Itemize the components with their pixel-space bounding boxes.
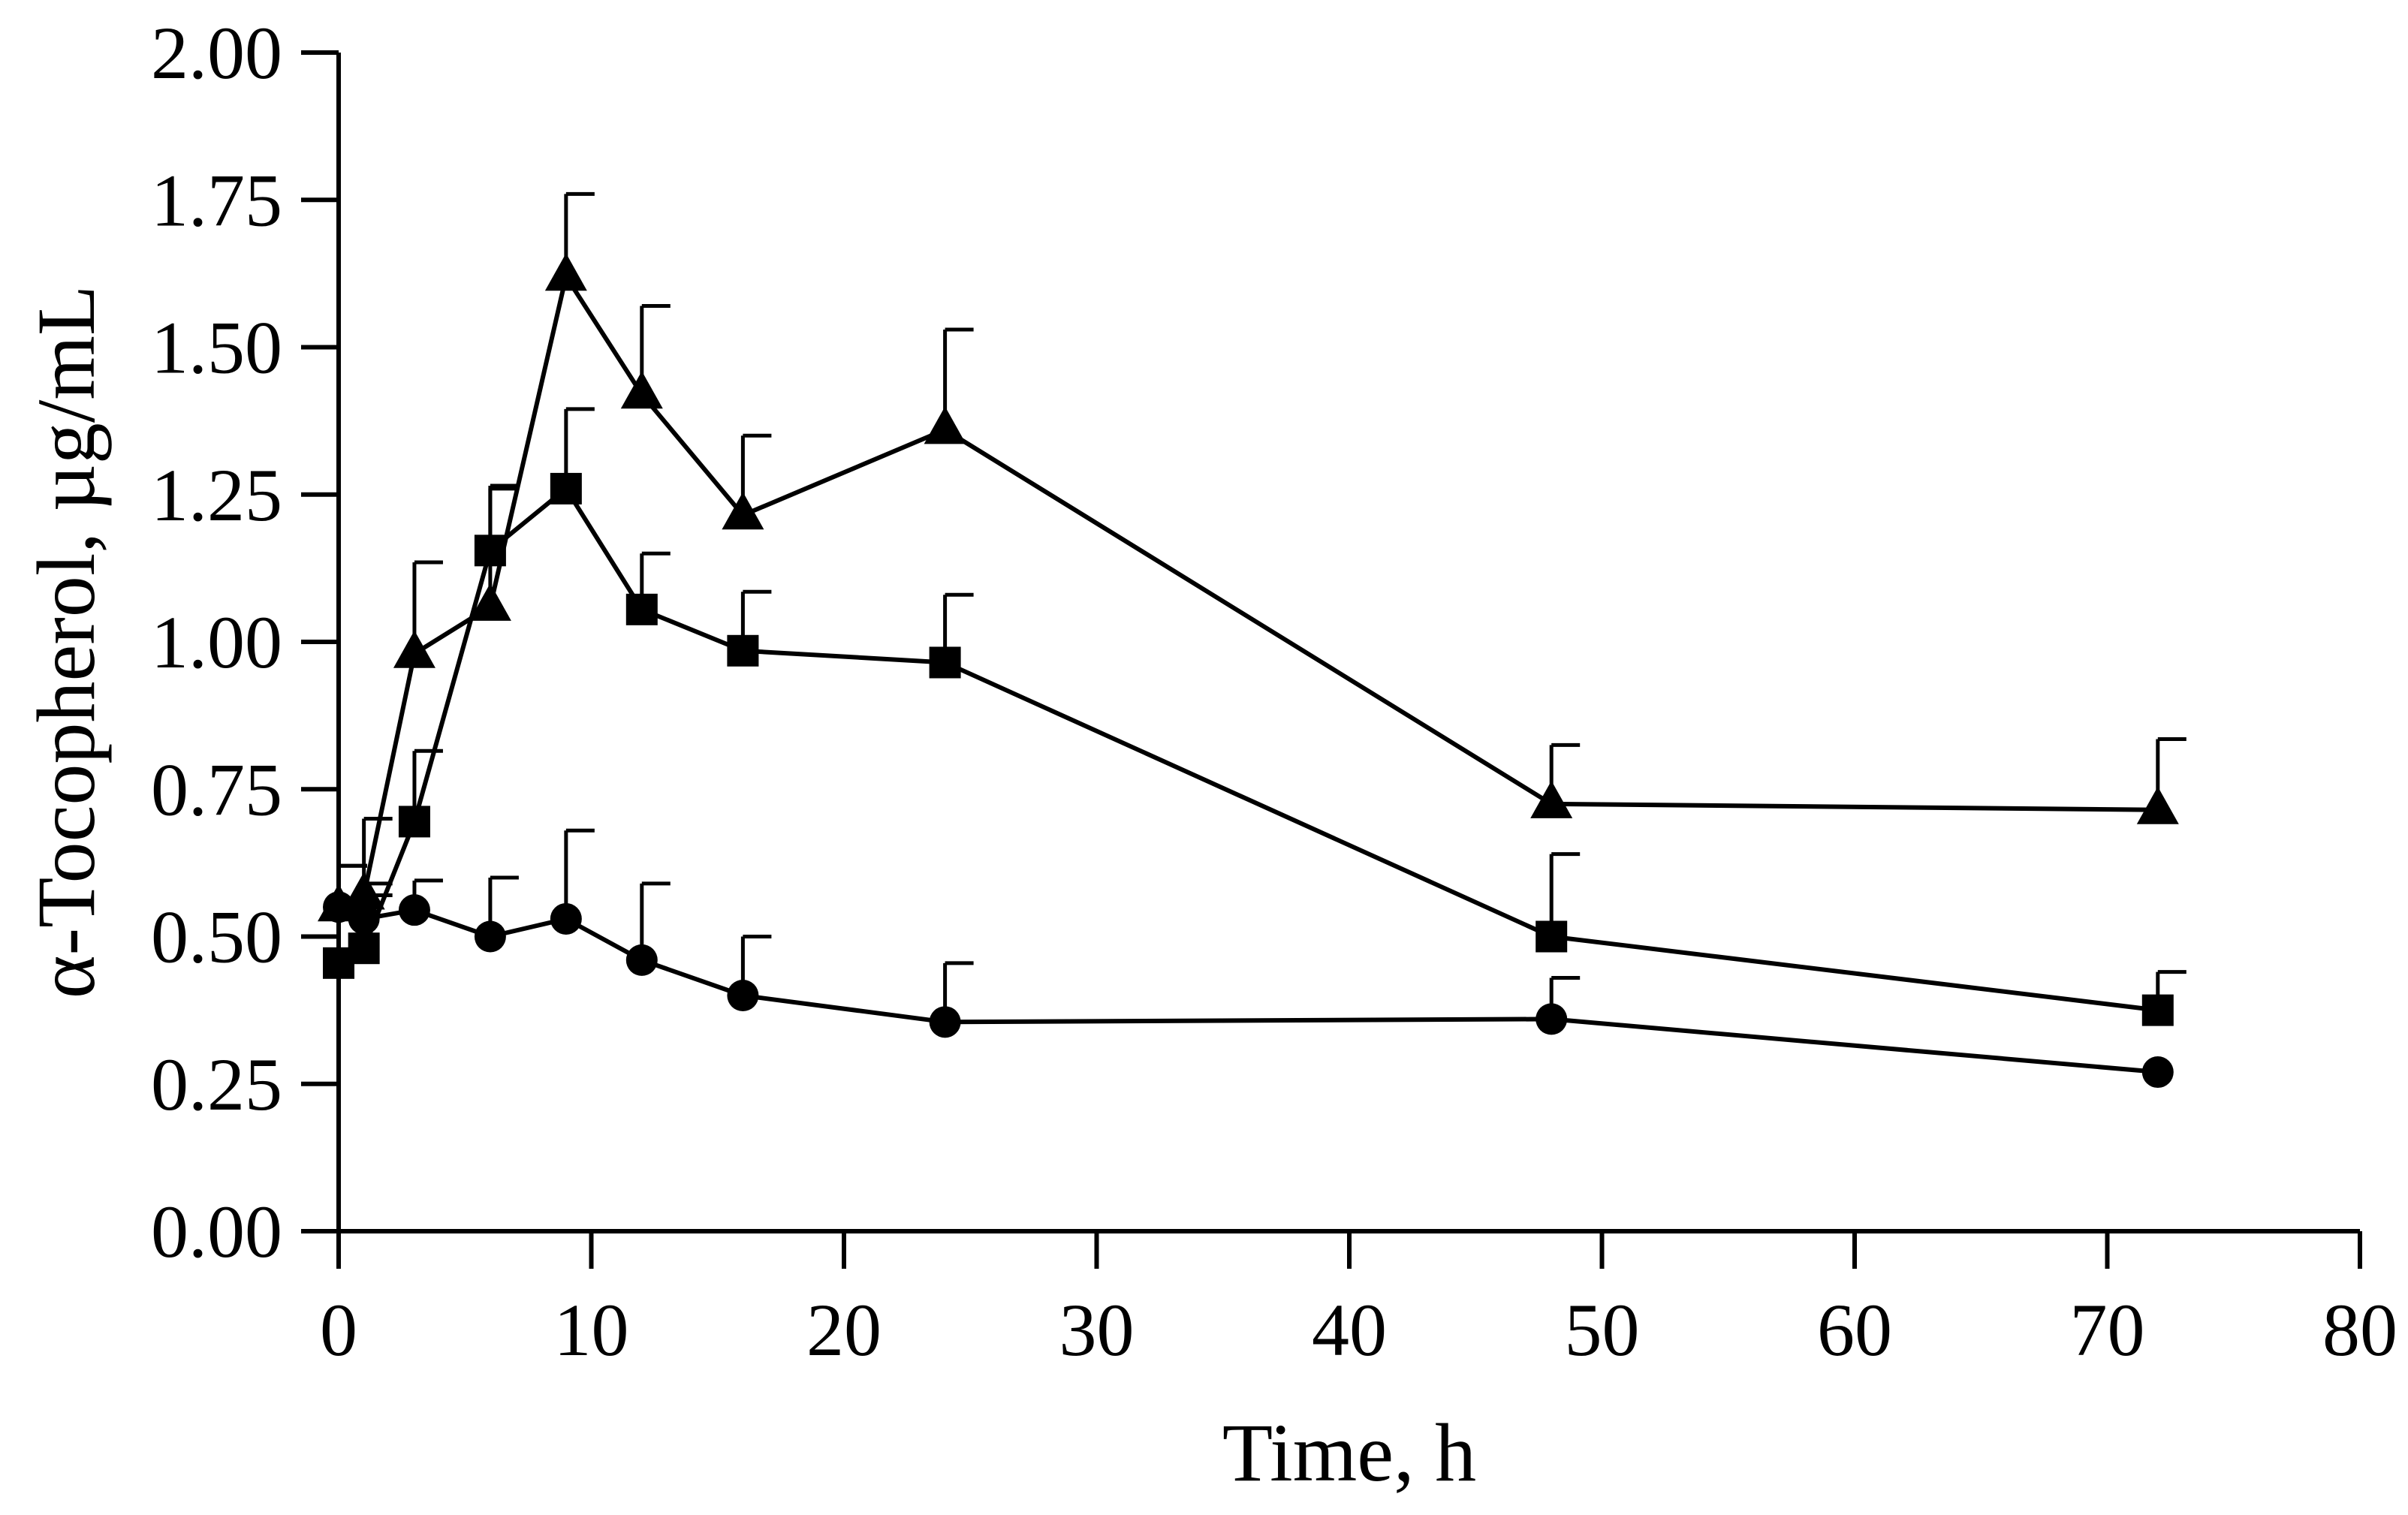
- y-axis-title: α-Tocopherol, µg/mL: [20, 285, 112, 998]
- y-tick-label: 1.00: [151, 601, 282, 684]
- x-tick-label: 60: [1817, 1288, 1892, 1372]
- series-line: [337, 274, 2158, 909]
- x-tick-label: 30: [1059, 1288, 1135, 1372]
- x-tick-label: 10: [554, 1288, 629, 1372]
- data-point-square: [727, 634, 759, 667]
- data-point-triangle: [1530, 780, 1573, 818]
- data-point-square: [550, 472, 582, 504]
- y-tick-label: 2.00: [151, 11, 282, 95]
- data-point-square: [929, 646, 961, 679]
- x-tick-label: 70: [2070, 1288, 2145, 1372]
- data-point-circle: [625, 944, 658, 976]
- x-tick-label: 20: [806, 1288, 882, 1372]
- data-point-square: [1536, 920, 1568, 953]
- data-point-triangle: [318, 884, 360, 922]
- x-tick-label: 0: [320, 1288, 357, 1372]
- data-point-square: [348, 932, 380, 965]
- data-point-triangle: [393, 630, 435, 668]
- data-point-triangle: [2136, 786, 2179, 824]
- data-point-triangle: [544, 253, 587, 291]
- series-triangle: [318, 191, 2186, 922]
- series-line: [337, 905, 2159, 1075]
- data-point-triangle: [469, 583, 511, 621]
- data-point-triangle: [722, 492, 764, 530]
- x-tick-label: 50: [1565, 1288, 1640, 1372]
- data-point-square: [2141, 994, 2174, 1026]
- x-tick-label: 80: [2322, 1288, 2397, 1372]
- y-tick-label: 0.25: [151, 1043, 282, 1126]
- series-line: [337, 486, 2159, 1013]
- x-tick-label: 40: [1312, 1288, 1387, 1372]
- data-point-square: [398, 806, 430, 838]
- data-point-circle: [474, 920, 506, 953]
- data-point-circle: [1536, 1003, 1568, 1035]
- data-point-square: [625, 593, 658, 625]
- y-tick-label: 0.00: [151, 1190, 282, 1273]
- y-tick-label: 1.50: [151, 306, 282, 390]
- y-tick-label: 0.50: [151, 896, 282, 979]
- data-point-circle: [929, 1006, 961, 1038]
- x-axis-title: Time, h: [1222, 1407, 1476, 1498]
- data-point-circle: [2141, 1056, 2174, 1089]
- series-layer: [318, 191, 2186, 1089]
- y-tick-label: 0.75: [151, 748, 282, 831]
- y-tick-label: 1.25: [151, 453, 282, 537]
- y-tick-label: 1.75: [151, 158, 282, 242]
- data-point-circle: [398, 894, 430, 926]
- series-circle: [323, 828, 2174, 1089]
- data-point-circle: [550, 902, 582, 935]
- axes: 0.00 0.25 0.50 0.75 1.00 1.25 1.50 1.75 2.00 0 10 2…: [151, 11, 2397, 1372]
- data-point-triangle: [924, 406, 966, 444]
- data-point-circle: [727, 980, 759, 1011]
- data-point-triangle: [620, 371, 663, 409]
- series-square: [323, 407, 2186, 1026]
- data-point-triangle: [342, 872, 385, 910]
